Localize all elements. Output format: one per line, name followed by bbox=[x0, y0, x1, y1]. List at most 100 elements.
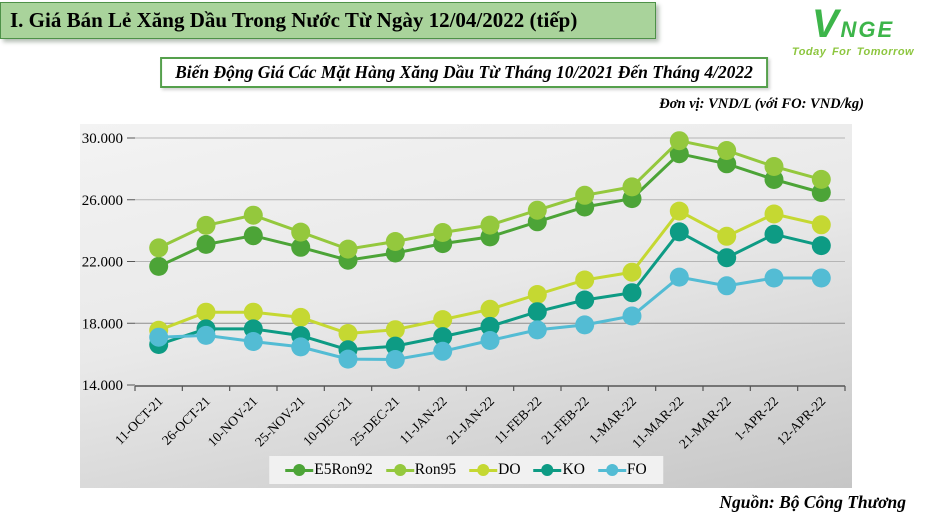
series-KO-point bbox=[764, 224, 784, 244]
series-FO-point bbox=[433, 341, 453, 361]
svg-text:22.000: 22.000 bbox=[82, 255, 123, 271]
svg-text:10-DEC-21: 10-DEC-21 bbox=[300, 394, 355, 449]
series-KO-point bbox=[527, 302, 547, 322]
series-Ron95-point bbox=[149, 238, 169, 258]
svg-text:26.000: 26.000 bbox=[82, 193, 123, 209]
legend-marker-do bbox=[469, 464, 498, 476]
page-title: I. Giá Bán Lẻ Xăng Dầu Trong Nước Từ Ngà… bbox=[0, 2, 656, 39]
series-Ron95-point bbox=[196, 215, 216, 235]
series-DO-point bbox=[811, 215, 831, 235]
legend-item-fo: FO bbox=[597, 461, 647, 479]
series-Ron95-point bbox=[338, 239, 358, 259]
series-Ron95-point bbox=[669, 131, 689, 151]
series-FO-point bbox=[811, 268, 831, 288]
legend-label-ron95: Ron95 bbox=[414, 461, 457, 478]
series-FO-point bbox=[527, 320, 547, 340]
series-DO-point bbox=[291, 307, 311, 327]
series-FO-point bbox=[764, 268, 784, 288]
svg-text:18.000: 18.000 bbox=[82, 316, 123, 332]
series-Ron95-point bbox=[764, 157, 784, 176]
legend-item-ko: KO bbox=[533, 461, 585, 479]
series-DO-point bbox=[385, 320, 405, 340]
series-Ron95-point bbox=[243, 205, 263, 225]
series-DO-point bbox=[433, 310, 453, 330]
svg-text:11-FEB-22: 11-FEB-22 bbox=[491, 394, 544, 447]
series-E5Ron92-point bbox=[717, 154, 737, 174]
series-FO-point bbox=[149, 327, 169, 347]
series-E5Ron92-point bbox=[764, 170, 784, 189]
legend-label-e5ron92: E5Ron92 bbox=[314, 461, 373, 478]
series-FO-point bbox=[575, 315, 595, 335]
series-Ron95-point bbox=[527, 200, 547, 220]
series-KO-point bbox=[480, 316, 500, 336]
legend-item-e5ron92: E5Ron92 bbox=[285, 461, 373, 479]
series-E5Ron92-point bbox=[196, 234, 216, 254]
svg-text:14.000: 14.000 bbox=[82, 378, 123, 394]
legend-item-do: DO bbox=[469, 461, 521, 479]
series-E5Ron92-point bbox=[669, 144, 689, 164]
series-FO-point bbox=[291, 337, 311, 357]
series-KO-point bbox=[717, 248, 737, 268]
series-FO-point bbox=[243, 332, 263, 351]
svg-text:12-APR-22: 12-APR-22 bbox=[774, 394, 829, 449]
series-KO-point bbox=[669, 222, 689, 242]
series-Ron95-point bbox=[291, 222, 311, 242]
series-DO-point bbox=[622, 262, 642, 282]
chart-canvas: 14.000 18.000 22.000 26.000 30.000 11-OCT-21 2… bbox=[80, 124, 852, 488]
series-DO-point bbox=[243, 302, 263, 322]
svg-text:30.000: 30.000 bbox=[82, 131, 123, 147]
series-Ron95-point bbox=[717, 141, 737, 160]
svg-text:11-OCT-21: 11-OCT-21 bbox=[112, 394, 166, 448]
series-Ron95-point bbox=[480, 215, 500, 235]
series-DO-point bbox=[764, 204, 784, 224]
legend-item-ron95: Ron95 bbox=[385, 461, 457, 479]
series-FO-point bbox=[338, 349, 358, 369]
svg-text:21-JAN-22: 21-JAN-22 bbox=[444, 394, 498, 448]
series-FO-point bbox=[385, 350, 405, 369]
series-E5Ron92-point bbox=[149, 256, 169, 276]
svg-text:1-APR-22: 1-APR-22 bbox=[731, 394, 781, 444]
price-line-chart: 14.000 18.000 22.000 26.000 30.000 11-OCT-21 2… bbox=[82, 131, 846, 452]
series-E5Ron92-point bbox=[243, 226, 263, 246]
series-E5Ron92-point bbox=[291, 237, 311, 257]
series-KO-point bbox=[622, 283, 642, 303]
series-DO-point bbox=[480, 299, 500, 319]
chart-legend: E5Ron92 Ron95 DO KO FO bbox=[269, 456, 663, 484]
series-E5Ron92-point bbox=[811, 183, 831, 202]
series-DO-point bbox=[717, 226, 737, 246]
vnge-logo-tagline: Today For Tomorrow bbox=[791, 46, 915, 58]
series-DO-point bbox=[669, 201, 689, 221]
series-Ron95-point bbox=[433, 223, 453, 242]
svg-text:21-MAR-22: 21-MAR-22 bbox=[676, 394, 734, 452]
legend-marker-ron95 bbox=[385, 464, 414, 476]
series-FO-point bbox=[717, 276, 737, 296]
series-Ron95-point bbox=[575, 185, 595, 205]
vnge-logo-brand: VNGE bbox=[811, 2, 895, 46]
legend-label-ko: KO bbox=[562, 461, 585, 478]
series-FO-point bbox=[669, 267, 689, 287]
series-KO-point bbox=[433, 327, 453, 347]
legend-label-do: DO bbox=[498, 461, 521, 478]
svg-text:11-JAN-22: 11-JAN-22 bbox=[397, 394, 450, 447]
series-KO-point bbox=[385, 336, 405, 356]
series-DO-point bbox=[527, 285, 547, 304]
legend-marker-e5ron92 bbox=[285, 464, 314, 476]
svg-text:21-FEB-22: 21-FEB-22 bbox=[538, 394, 592, 448]
svg-text:25-DEC-21: 25-DEC-21 bbox=[347, 394, 402, 449]
series-Ron95-point bbox=[622, 177, 642, 197]
series-FO-point bbox=[622, 306, 642, 326]
svg-text:10-NOV-21: 10-NOV-21 bbox=[205, 394, 261, 450]
series-KO-point bbox=[575, 290, 595, 310]
vnge-logo: VNGE Today For Tomorrow bbox=[788, 2, 918, 58]
legend-marker-ko bbox=[533, 464, 562, 476]
series-DO-point bbox=[338, 324, 358, 343]
chart-title: Biến Động Giá Các Mặt Hàng Xăng Dầu Từ T… bbox=[160, 57, 768, 88]
source-note: Nguồn: Bộ Công Thương bbox=[719, 492, 906, 512]
series-DO-point bbox=[196, 302, 216, 322]
svg-text:25-NOV-21: 25-NOV-21 bbox=[252, 394, 308, 450]
series-FO-point bbox=[480, 331, 500, 350]
unit-note: Đơn vị: VND/L (với FO: VND/kg) bbox=[659, 96, 864, 112]
series-DO-point bbox=[575, 270, 595, 290]
series-Ron95-point bbox=[811, 169, 831, 189]
